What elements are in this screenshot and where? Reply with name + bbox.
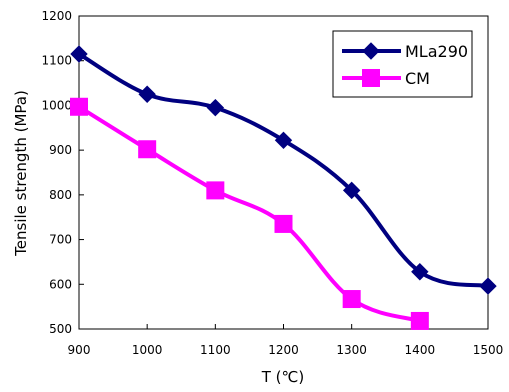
- data-point-cm: [70, 97, 88, 116]
- data-point-mla290: [274, 131, 293, 150]
- x-tick-label: 1200: [268, 343, 299, 357]
- legend-label-cm: CM: [405, 69, 430, 88]
- data-point-mla290: [138, 85, 156, 103]
- legend-marker-cm: [362, 69, 380, 87]
- x-tick-label: 1100: [200, 343, 231, 357]
- y-axis-title: Tensile strength (MPa): [12, 90, 30, 257]
- y-tick-label: 800: [49, 188, 72, 202]
- y-tick-label: 1000: [41, 98, 72, 112]
- data-point-mla290: [70, 45, 88, 63]
- x-tick-label: 1400: [405, 343, 436, 357]
- y-tick-label: 700: [49, 233, 72, 247]
- x-axis-title: T (℃): [261, 368, 304, 386]
- y-tick-label: 1100: [41, 54, 72, 68]
- x-tick-label: 1500: [473, 343, 504, 357]
- y-tick-label: 1200: [41, 9, 72, 23]
- legend: MLa290 CM: [332, 30, 473, 98]
- data-point-cm: [274, 214, 293, 233]
- y-axis: 500 600 700 800 900 1000 1100 1200: [41, 9, 84, 336]
- x-tick-label: 1000: [132, 343, 163, 357]
- data-point-cm: [410, 311, 429, 330]
- data-point-mla290: [411, 263, 429, 281]
- y-tick-label: 500: [49, 322, 72, 336]
- legend-marker-mla290: [362, 42, 380, 60]
- data-point-cm: [138, 140, 157, 159]
- y-tick-label: 900: [49, 143, 72, 157]
- legend-label-mla290: MLa290: [405, 42, 468, 61]
- data-point-mla290: [342, 181, 361, 200]
- x-tick-label: 900: [68, 343, 91, 357]
- data-point-cm: [342, 290, 361, 309]
- y-tick-label: 600: [49, 277, 72, 291]
- data-point-mla290: [206, 98, 225, 117]
- data-point-mla290: [479, 277, 497, 295]
- series-layer: [70, 45, 497, 330]
- x-tick-label: 1300: [336, 343, 367, 357]
- legend-box: [332, 30, 473, 98]
- data-point-cm: [206, 181, 225, 200]
- x-axis: 900 1000 1100 1200 1300 1400 1500: [68, 324, 504, 357]
